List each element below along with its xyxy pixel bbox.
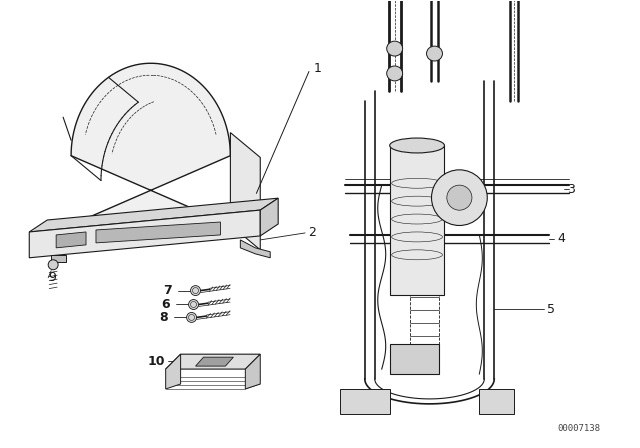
Circle shape [189, 300, 198, 310]
Text: 6: 6 [161, 298, 170, 311]
Text: 2: 2 [308, 226, 316, 239]
Polygon shape [51, 255, 66, 262]
Polygon shape [166, 354, 180, 389]
Text: 5: 5 [547, 303, 555, 316]
Circle shape [191, 286, 200, 296]
Polygon shape [56, 232, 86, 248]
Circle shape [447, 185, 472, 210]
Text: 00007138: 00007138 [557, 424, 600, 433]
Polygon shape [479, 389, 514, 414]
Polygon shape [96, 222, 220, 243]
Polygon shape [230, 133, 260, 250]
Bar [390, 146, 444, 294]
Ellipse shape [387, 66, 403, 81]
Circle shape [187, 312, 196, 323]
Circle shape [431, 170, 487, 225]
Polygon shape [76, 225, 241, 235]
Text: 8: 8 [159, 311, 168, 324]
Ellipse shape [390, 138, 444, 153]
Text: 10: 10 [148, 355, 165, 368]
Polygon shape [29, 210, 260, 258]
Text: 9: 9 [48, 271, 56, 284]
Polygon shape [245, 354, 260, 389]
Polygon shape [166, 354, 260, 369]
Circle shape [48, 260, 58, 270]
Text: 3: 3 [567, 183, 575, 196]
Polygon shape [71, 63, 230, 225]
Polygon shape [241, 240, 270, 258]
Bar [390, 344, 440, 374]
Polygon shape [196, 357, 234, 366]
Text: 7: 7 [163, 284, 172, 297]
Polygon shape [29, 198, 278, 232]
Text: 1: 1 [314, 62, 322, 75]
Polygon shape [260, 198, 278, 236]
Text: 4: 4 [557, 233, 565, 246]
Ellipse shape [426, 46, 442, 61]
Ellipse shape [387, 41, 403, 56]
Polygon shape [340, 389, 390, 414]
